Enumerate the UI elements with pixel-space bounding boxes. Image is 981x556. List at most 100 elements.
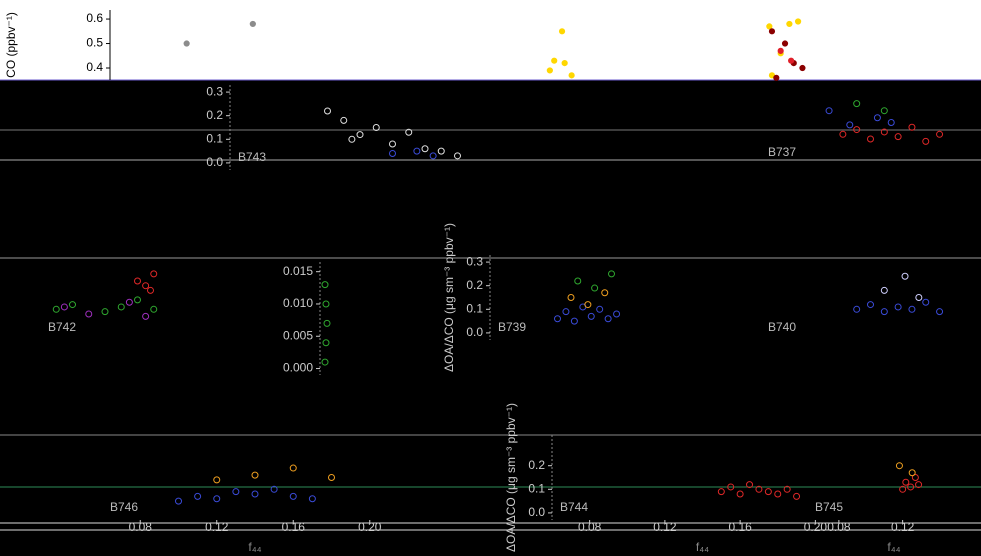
point: [717, 488, 725, 496]
point: [584, 301, 592, 309]
point: [413, 147, 421, 155]
y-tick-label: 0.3: [206, 84, 223, 98]
point: [322, 300, 330, 308]
x-tick-label: 0.20: [358, 520, 382, 534]
point: [895, 462, 903, 470]
point: [52, 305, 60, 313]
y-tick-label: 0.0: [466, 325, 483, 339]
y-axis-label: CO (ppbv⁻¹): [4, 12, 18, 78]
point: [405, 128, 413, 136]
x-tick-label: 0.08: [578, 520, 602, 534]
x-tick-label: 0.16: [728, 520, 752, 534]
point: [880, 107, 888, 115]
point: [794, 18, 802, 25]
point: [134, 296, 141, 304]
point: [194, 492, 202, 500]
y-tick-label: 0.1: [206, 131, 223, 145]
point: [551, 57, 558, 64]
point: [839, 130, 847, 138]
point: [799, 64, 806, 72]
point: [736, 490, 744, 498]
point: [853, 100, 861, 108]
point: [915, 481, 923, 489]
point: [922, 137, 930, 145]
glitch-lines: [0, 79, 981, 531]
point: [558, 28, 566, 35]
point: [587, 312, 595, 320]
point: [768, 28, 776, 35]
x-axis-label: f₄₄: [887, 540, 900, 554]
point: [150, 270, 158, 278]
point: [788, 57, 795, 64]
point: [880, 128, 888, 136]
point: [69, 301, 76, 309]
point: [183, 40, 190, 47]
point: [570, 317, 578, 325]
panel-label: B745: [815, 500, 843, 514]
x-tick-label: 0.08: [129, 520, 153, 534]
point: [846, 121, 854, 129]
point: [936, 130, 944, 138]
point: [561, 60, 568, 67]
point: [894, 303, 902, 311]
point: [562, 308, 570, 316]
point: [591, 284, 599, 292]
point: [324, 107, 331, 115]
point: [232, 488, 240, 496]
point: [389, 149, 396, 157]
y-axis-label: ΔOA/ΔCO (μg sm⁻³ ppbv⁻¹): [442, 223, 456, 372]
y-tick-label: 0.2: [528, 458, 545, 472]
point: [853, 305, 861, 313]
point: [902, 478, 910, 486]
point: [117, 303, 125, 311]
point: [348, 135, 356, 143]
point: [321, 358, 329, 366]
point: [867, 301, 874, 309]
y-tick-label: 0.000: [283, 361, 313, 375]
point: [568, 72, 575, 79]
point: [142, 282, 150, 290]
y-tick-label: 0.1: [528, 481, 545, 495]
point: [894, 133, 902, 141]
x-tick-label: 0.20: [804, 520, 828, 534]
point: [781, 40, 789, 47]
point: [323, 319, 331, 327]
panel-label: B737: [768, 145, 796, 159]
point: [922, 298, 930, 306]
x-tick-label: 0.08: [827, 520, 851, 534]
point: [251, 471, 259, 479]
point: [908, 305, 916, 313]
point: [773, 74, 780, 81]
panel-label: B746: [110, 500, 138, 514]
x-axis-label: f₄₄: [248, 540, 261, 554]
point: [372, 124, 380, 131]
point: [908, 123, 916, 131]
point: [147, 286, 154, 294]
point: [321, 281, 329, 289]
y-tick-label: 0.4: [86, 60, 103, 74]
point: [249, 20, 256, 28]
point: [328, 474, 335, 481]
point: [289, 492, 297, 500]
point: [601, 289, 609, 297]
point: [101, 308, 109, 316]
y-tick-label: 0.3: [466, 254, 483, 268]
point: [270, 485, 278, 493]
x-tick-label: 0.16: [282, 520, 306, 534]
y-tick-label: 0.2: [206, 108, 223, 122]
point: [727, 483, 735, 491]
point: [777, 47, 784, 54]
point: [454, 152, 461, 160]
point: [213, 476, 221, 484]
y-tick-label: 0.0: [206, 155, 223, 169]
point: [911, 474, 919, 481]
y-tick-label: 0.010: [283, 296, 313, 310]
point: [755, 485, 763, 493]
point: [774, 490, 782, 498]
point: [134, 277, 141, 285]
point: [887, 119, 895, 126]
point: [880, 286, 888, 294]
point: [574, 277, 582, 285]
